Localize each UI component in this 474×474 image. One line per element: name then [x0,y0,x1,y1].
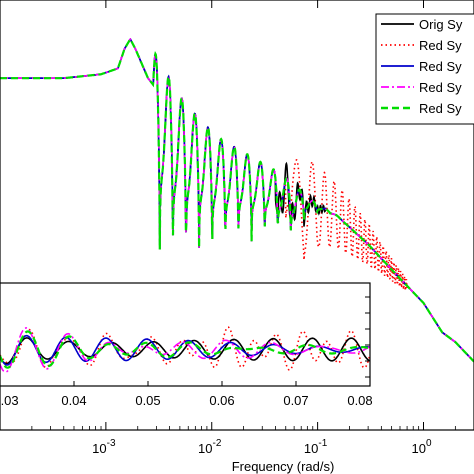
inset-series-group [0,326,371,373]
legend-label-2: Red Sy [419,59,462,74]
x-tick-label-1: 10-2 [198,438,222,456]
legend-items: Orig Sy Red Sy Red Sy Red Sy Red Sy [381,17,463,116]
inset-x-tick-label-1: 0.04 [61,393,86,408]
inset-series-line-4 [0,330,371,369]
main-axes-box [0,0,474,431]
legend: Orig Sy Red Sy Red Sy Red Sy Red Sy [375,13,474,125]
inset-series-line-3 [0,327,371,373]
main-x-ticks: 10-3 10-2 10-1 100 [31,0,474,456]
inset-x-tick-label-0: 0.03 [0,393,19,408]
legend-label-3: Red Sy [419,80,462,95]
inset-x-tick-label-4: 0.07 [283,393,308,408]
inset-axes-box [0,282,371,387]
inset-x-ticks: 0.03 0.04 0.05 0.06 0.07 0.08 [0,296,373,408]
x-tick-label-2: 10-1 [304,438,328,456]
x-axis-label: Frequency (rad/s) [232,459,335,474]
inset-x-tick-label-3: 0.06 [209,393,234,408]
legend-box [375,13,474,125]
series-line-4 [0,37,474,363]
main-series-group [0,37,474,363]
legend-label-0: Orig Sy [419,17,463,32]
x-tick-label-0: 10-3 [92,438,116,456]
x-tick-label-3: 100 [411,438,431,456]
inset-x-tick-label-2: 0.05 [135,393,160,408]
inset-axes: 0.03 0.04 0.05 0.06 0.07 0.08 [0,282,373,408]
legend-label-4: Red Sy [419,101,462,116]
inset-background [0,283,370,386]
series-line-3 [0,37,474,363]
legend-label-1: Red Sy [419,38,462,53]
inset-x-tick-label-5: 0.08 [347,393,372,408]
